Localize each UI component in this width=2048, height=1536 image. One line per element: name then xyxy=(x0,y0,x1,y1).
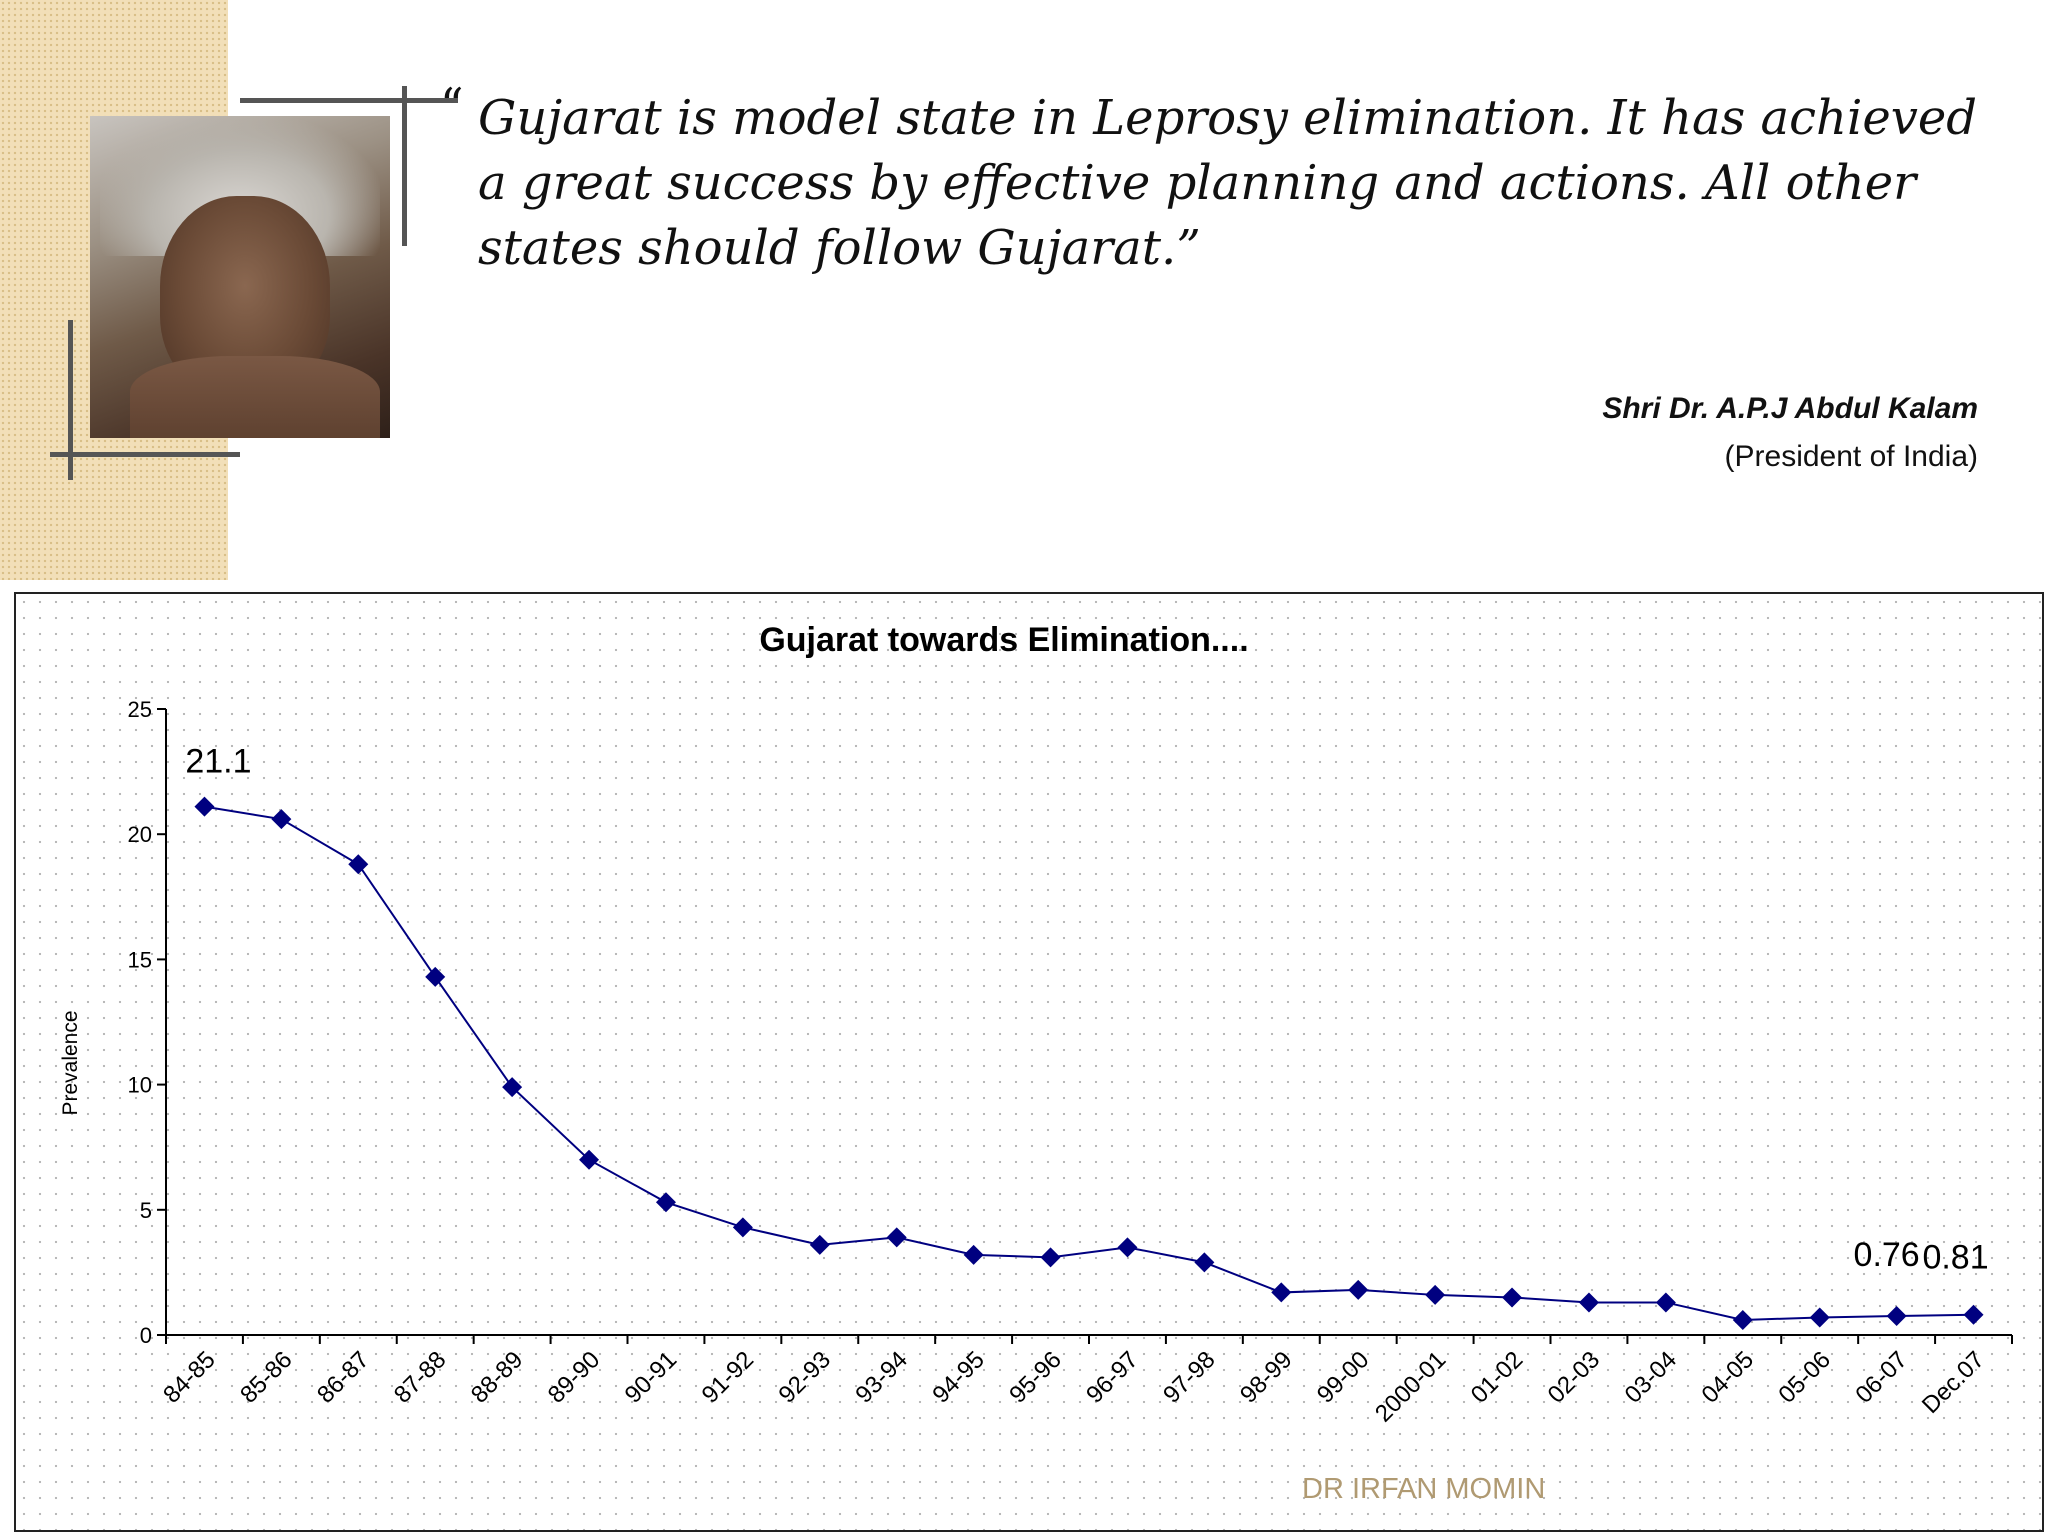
data-point xyxy=(809,1234,830,1255)
data-point xyxy=(655,1192,676,1213)
x-tick-label: 87-88 xyxy=(389,1346,452,1409)
quote-author-title: (President of India) xyxy=(1724,440,1978,473)
x-tick-label: 86-87 xyxy=(312,1346,375,1409)
data-point xyxy=(886,1227,907,1248)
data-point xyxy=(1578,1292,1599,1313)
data-point xyxy=(348,854,369,875)
y-axis-label: Prevalence xyxy=(59,1010,82,1115)
x-tick-label: Dec.07 xyxy=(1917,1346,1990,1419)
quote-author: Shri Dr. A.P.J Abdul Kalam xyxy=(1602,392,1978,425)
data-point xyxy=(1348,1279,1369,1300)
quote-text: Gujarat is model state in Leprosy elimin… xyxy=(478,90,1977,276)
data-point xyxy=(1963,1304,1984,1325)
data-point xyxy=(1732,1309,1753,1330)
x-tick-label: 88-89 xyxy=(466,1346,529,1409)
x-tick-label: 96-97 xyxy=(1081,1346,1144,1409)
data-point xyxy=(1425,1284,1446,1305)
x-tick-label: 89-90 xyxy=(543,1346,606,1409)
y-tick-label: 25 xyxy=(128,697,152,722)
x-tick-label: 84-85 xyxy=(158,1346,221,1409)
y-tick-label: 0 xyxy=(140,1323,152,1348)
x-tick-label: 04-05 xyxy=(1697,1346,1760,1409)
x-tick-label: 99-00 xyxy=(1312,1346,1375,1409)
x-tick-label: 02-03 xyxy=(1543,1346,1606,1409)
x-tick-label: 03-04 xyxy=(1620,1346,1683,1409)
series-line xyxy=(204,805,1974,1321)
data-point xyxy=(425,966,446,987)
x-tick-label: 91-92 xyxy=(697,1346,760,1409)
data-point xyxy=(1809,1307,1830,1328)
data-point xyxy=(1040,1247,1061,1268)
chart-title: Gujarat towards Elimination.... xyxy=(759,621,1248,659)
data-label: 21.1 xyxy=(185,743,251,781)
portrait-photo xyxy=(90,116,390,438)
data-point xyxy=(1194,1252,1215,1273)
y-tick-label: 5 xyxy=(140,1198,152,1223)
frame-line xyxy=(68,320,73,480)
frame-line xyxy=(50,452,240,457)
y-tick-label: 15 xyxy=(128,947,152,972)
x-tick-label: 95-96 xyxy=(1004,1346,1067,1409)
frame-line xyxy=(240,98,458,103)
x-tick-label: 94-95 xyxy=(927,1346,990,1409)
x-tick-label: 01-02 xyxy=(1466,1346,1529,1409)
data-point xyxy=(963,1244,984,1265)
data-point xyxy=(502,1077,523,1098)
data-point xyxy=(1502,1287,1523,1308)
x-tick-label: 06-07 xyxy=(1850,1346,1913,1409)
y-tick-label: 20 xyxy=(128,822,152,847)
data-point xyxy=(1655,1292,1676,1313)
data-point xyxy=(194,796,215,817)
x-tick-label: 05-06 xyxy=(1773,1346,1836,1409)
x-tick-label: 90-91 xyxy=(620,1346,683,1409)
quote-mark: “ xyxy=(440,78,464,132)
portrait-frame xyxy=(50,80,458,480)
data-point xyxy=(1117,1237,1138,1258)
data-point xyxy=(579,1149,600,1170)
data-point xyxy=(271,809,292,830)
x-tick-label: 97-98 xyxy=(1158,1346,1221,1409)
x-tick-label: 85-86 xyxy=(235,1346,298,1409)
watermark: DR IRFAN MOMIN xyxy=(1302,1473,1546,1505)
frame-line xyxy=(402,86,407,246)
x-tick-label: 92-93 xyxy=(774,1346,837,1409)
data-label: 0.81 xyxy=(1922,1239,1988,1277)
data-point xyxy=(732,1217,753,1238)
x-tick-label: 2000-01 xyxy=(1370,1346,1451,1427)
chart-panel xyxy=(14,592,2044,1532)
data-label: 0.76 xyxy=(1854,1236,1920,1274)
data-point xyxy=(1271,1282,1292,1303)
data-point xyxy=(1886,1305,1907,1326)
y-tick-label: 10 xyxy=(128,1073,152,1098)
x-tick-label: 93-94 xyxy=(850,1346,913,1409)
x-tick-label: 98-99 xyxy=(1235,1346,1298,1409)
